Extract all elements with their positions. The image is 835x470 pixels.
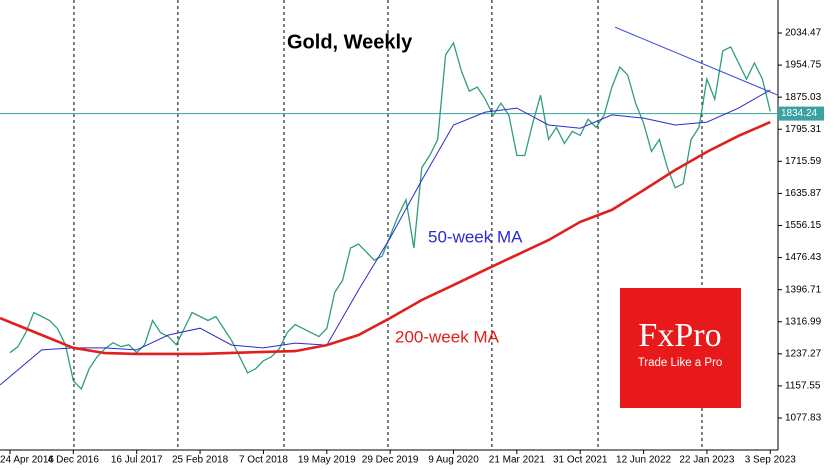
series-line (0, 120, 771, 356)
y-tick-label: 1795.31 (785, 124, 822, 135)
y-tick-label: 1396.71 (785, 284, 822, 295)
chart-title: Gold, Weekly (287, 31, 413, 53)
y-tick-label: 1476.43 (785, 252, 822, 263)
y-tick-label: 2034.47 (785, 28, 822, 39)
x-tick-label: 21 Mar 2021 (489, 455, 546, 466)
logo-brand: FxPro (638, 317, 721, 354)
y-tick-label: 1237.27 (785, 348, 822, 359)
series-line (614, 26, 779, 96)
y-tick-label: 1316.99 (785, 316, 822, 327)
x-tick-label: 3 Sep 2023 (745, 455, 797, 466)
series-line (0, 89, 771, 386)
y-tick-label: 1157.55 (785, 381, 821, 392)
x-tick-label: 16 Jul 2017 (111, 455, 163, 466)
y-tick-label: 1954.75 (785, 60, 822, 71)
x-tick-label: 7 Oct 2018 (239, 455, 288, 466)
series-annotation: 200-week MA (395, 327, 500, 346)
logo: FxPro Trade Like a Pro (620, 288, 741, 408)
logo-box (620, 288, 741, 408)
x-tick-label: 22 Jan 2023 (679, 455, 734, 466)
y-tick-label: 1077.83 (785, 413, 822, 424)
y-tick-label: 1556.15 (785, 220, 822, 231)
x-tick-label: 4 Dec 2016 (48, 455, 100, 466)
x-tick-label: 25 Feb 2018 (172, 455, 229, 466)
y-tick-label: 1875.03 (785, 92, 822, 103)
x-tick-label: 29 Dec 2019 (362, 455, 419, 466)
y-tick-label: 1635.87 (785, 188, 822, 199)
logo-tagline: Trade Like a Pro (638, 357, 723, 369)
x-tick-label: 12 Jun 2022 (616, 455, 671, 466)
price-tag (778, 106, 824, 121)
series-annotation: 50-week MA (428, 227, 523, 246)
x-tick-label: 9 Aug 2020 (428, 455, 479, 466)
x-tick-label: 24 Apr 2016 (0, 455, 54, 466)
x-tick-label: 31 Oct 2021 (553, 455, 608, 466)
x-tick-label: 19 May 2019 (298, 455, 356, 466)
y-tick-label: 1715.59 (785, 156, 822, 167)
price-tag-label: 1834.24 (781, 108, 818, 119)
